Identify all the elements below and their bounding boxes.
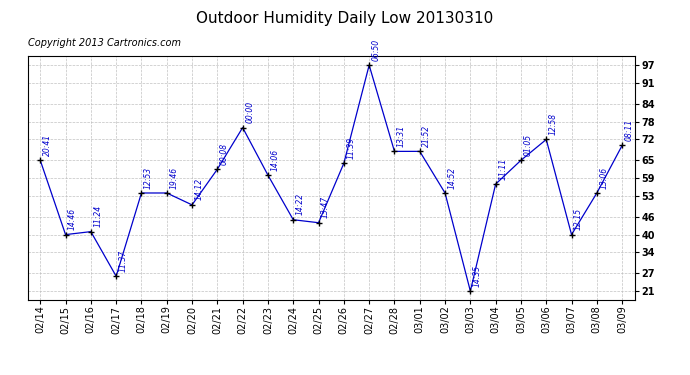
Text: 06:50: 06:50: [372, 39, 381, 61]
Text: 12:53: 12:53: [144, 166, 153, 189]
Text: 14:06: 14:06: [270, 148, 279, 171]
Text: 14:22: 14:22: [296, 193, 305, 215]
Text: Humidity  (%): Humidity (%): [565, 34, 635, 43]
Text: 12:15: 12:15: [574, 208, 583, 230]
Text: Outdoor Humidity Daily Low 20130310: Outdoor Humidity Daily Low 20130310: [197, 11, 493, 26]
Text: 01:05: 01:05: [524, 134, 533, 156]
Text: 14:12: 14:12: [195, 178, 204, 200]
Text: Copyright 2013 Cartronics.com: Copyright 2013 Cartronics.com: [28, 38, 181, 48]
Text: 14:35: 14:35: [473, 264, 482, 286]
Text: 19:46: 19:46: [169, 166, 178, 189]
Text: 14:52: 14:52: [448, 166, 457, 189]
Text: 11:39: 11:39: [346, 136, 355, 159]
Text: 08:11: 08:11: [624, 119, 633, 141]
Text: 11:11: 11:11: [498, 158, 507, 180]
Text: 11:24: 11:24: [93, 205, 102, 227]
Text: 11:37: 11:37: [119, 250, 128, 272]
Text: 21:52: 21:52: [422, 125, 431, 147]
Text: 20:41: 20:41: [43, 134, 52, 156]
Text: 13:47: 13:47: [321, 196, 330, 218]
Text: 13:31: 13:31: [397, 125, 406, 147]
Text: 14:46: 14:46: [68, 208, 77, 230]
Text: 12:58: 12:58: [549, 113, 558, 135]
Text: 00:00: 00:00: [245, 101, 254, 123]
Text: 00:08: 00:08: [220, 142, 229, 165]
Text: 13:06: 13:06: [600, 166, 609, 189]
